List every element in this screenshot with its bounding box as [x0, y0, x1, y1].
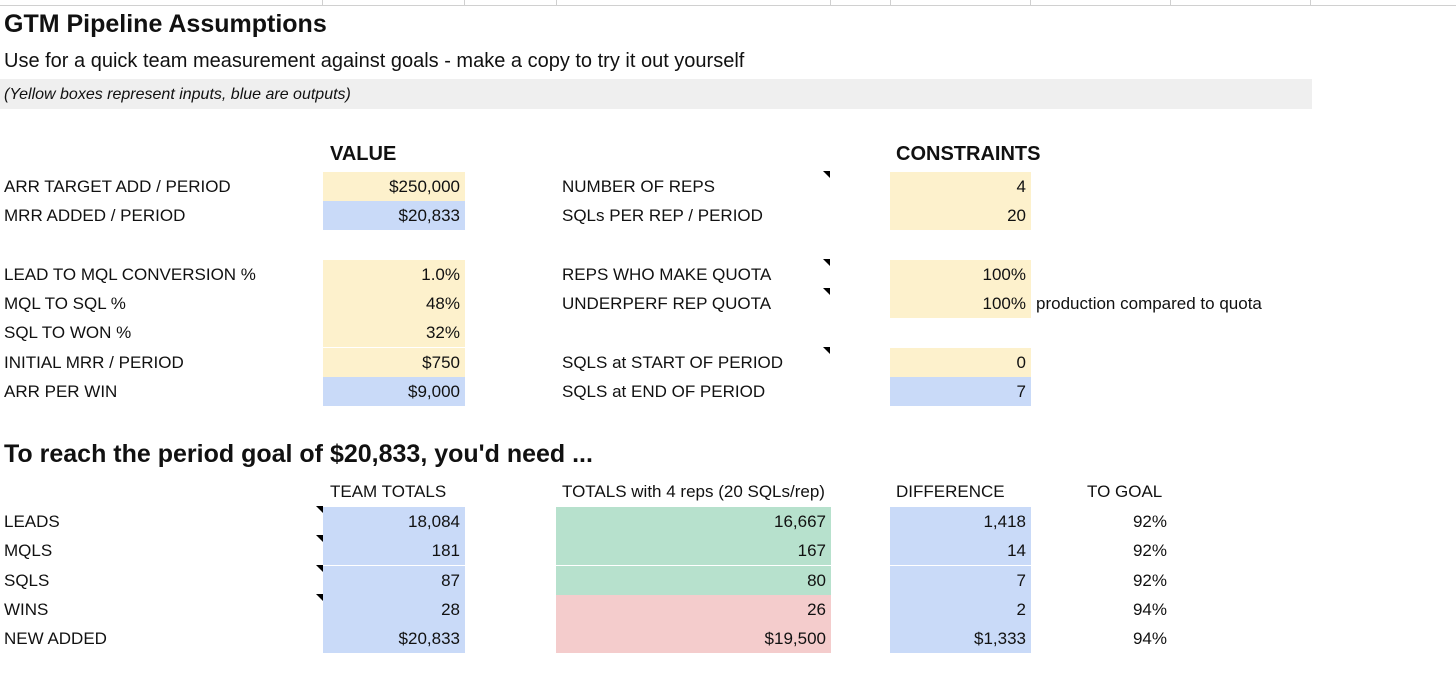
value-header: VALUE: [330, 143, 397, 165]
rep-total-cell[interactable]: 167: [556, 536, 831, 565]
grid-column-line: [1310, 0, 1311, 6]
col-difference: DIFFERENCE: [896, 482, 1005, 501]
rep-total-cell[interactable]: 80: [556, 566, 831, 595]
difference-cell[interactable]: $1,333: [890, 624, 1031, 653]
to-goal-cell[interactable]: 94%: [1132, 600, 1167, 619]
underperf-label: UNDERPERF REP QUOTA: [562, 294, 772, 313]
sql-won-label: SQL TO WON %: [4, 323, 132, 342]
lead-mql-label: LEAD TO MQL CONVERSION %: [4, 265, 256, 284]
difference-cell[interactable]: 7: [890, 566, 1031, 595]
comment-marker-icon[interactable]: [316, 594, 323, 601]
arr-per-win-label: ARR PER WIN: [4, 382, 118, 401]
sqls-per-rep-label: SQLs PER REP / PERIOD: [562, 206, 763, 225]
underperf-note: production compared to quota: [1036, 294, 1262, 313]
rep-total-cell[interactable]: 26: [556, 595, 831, 624]
col-team-totals: TEAM TOTALS: [330, 482, 447, 501]
constraints-header: CONSTRAINTS: [896, 143, 1041, 165]
sqls-end-label: SQLS at END OF PERIOD: [562, 382, 766, 401]
to-goal-cell[interactable]: 94%: [1132, 629, 1167, 648]
quota-label: REPS WHO MAKE QUOTA: [562, 265, 772, 284]
comment-marker-icon[interactable]: [823, 347, 830, 354]
col-rep-totals: TOTALS with 4 reps (20 SQLs/rep): [562, 482, 825, 501]
to-goal-cell[interactable]: 92%: [1132, 571, 1167, 590]
arr-target-label: ARR TARGET ADD / PERIOD: [4, 177, 231, 196]
sheet-title: GTM Pipeline Assumptions: [4, 10, 327, 38]
grid-column-line: [830, 0, 831, 6]
grid-column-line: [322, 0, 323, 6]
to-goal-cell[interactable]: 92%: [1132, 512, 1167, 531]
note-band: [0, 79, 1312, 109]
underperf-cell[interactable]: 100%: [890, 289, 1031, 318]
team-total-cell[interactable]: 28: [323, 595, 465, 624]
sqls-start-label: SQLS at START OF PERIOD: [562, 353, 784, 372]
grid-column-line: [1170, 0, 1171, 6]
team-total-cell[interactable]: 181: [323, 536, 465, 565]
mql-sql-cell[interactable]: 48%: [323, 289, 465, 318]
row-label: NEW ADDED: [4, 629, 107, 648]
col-to-goal: TO GOAL: [1087, 482, 1163, 501]
mql-sql-label: MQL TO SQL %: [4, 294, 126, 313]
grid-column-line: [890, 0, 891, 6]
rep-total-cell[interactable]: 16,667: [556, 507, 831, 536]
team-total-cell[interactable]: 18,084: [323, 507, 465, 536]
rep-total-cell[interactable]: $19,500: [556, 624, 831, 653]
comment-marker-icon[interactable]: [316, 506, 323, 513]
row-label: SQLS: [4, 571, 50, 590]
row-label: MQLS: [4, 541, 53, 560]
grid-column-line: [1030, 0, 1031, 6]
sqls-per-rep-cell[interactable]: 20: [890, 201, 1031, 230]
comment-marker-icon[interactable]: [316, 565, 323, 572]
legend-note: (Yellow boxes represent inputs, blue are…: [4, 86, 351, 103]
team-total-cell[interactable]: $20,833: [323, 624, 465, 653]
arr-per-win-cell[interactable]: $9,000: [323, 377, 465, 406]
mrr-added-cell[interactable]: $20,833: [323, 201, 465, 230]
grid-top-border: [0, 5, 1456, 6]
goal-heading: To reach the period goal of $20,833, you…: [4, 440, 593, 468]
difference-cell[interactable]: 1,418: [890, 507, 1031, 536]
sql-won-cell[interactable]: 32%: [323, 318, 465, 347]
grid-column-line: [556, 0, 557, 6]
difference-cell[interactable]: 14: [890, 536, 1031, 565]
sheet-subtitle: Use for a quick team measurement against…: [4, 50, 745, 72]
initial-mrr-label: INITIAL MRR / PERIOD: [4, 353, 184, 372]
to-goal-cell[interactable]: 92%: [1132, 541, 1167, 560]
difference-cell[interactable]: 2: [890, 595, 1031, 624]
row-label: WINS: [4, 600, 49, 619]
sqls-start-cell[interactable]: 0: [890, 348, 1031, 377]
initial-mrr-cell[interactable]: $750: [323, 348, 465, 377]
team-total-cell[interactable]: 87: [323, 566, 465, 595]
arr-target-cell[interactable]: $250,000: [323, 172, 465, 201]
reps-cell[interactable]: 4: [890, 172, 1031, 201]
lead-mql-cell[interactable]: 1.0%: [323, 260, 465, 289]
comment-marker-icon[interactable]: [823, 288, 830, 295]
comment-marker-icon[interactable]: [823, 171, 830, 178]
sqls-end-cell[interactable]: 7: [890, 377, 1031, 406]
reps-label: NUMBER OF REPS: [562, 177, 716, 196]
comment-marker-icon[interactable]: [823, 259, 830, 266]
row-label: LEADS: [4, 512, 60, 531]
comment-marker-icon[interactable]: [316, 535, 323, 542]
grid-column-line: [464, 0, 465, 6]
quota-cell[interactable]: 100%: [890, 260, 1031, 289]
mrr-added-label: MRR ADDED / PERIOD: [4, 206, 186, 225]
